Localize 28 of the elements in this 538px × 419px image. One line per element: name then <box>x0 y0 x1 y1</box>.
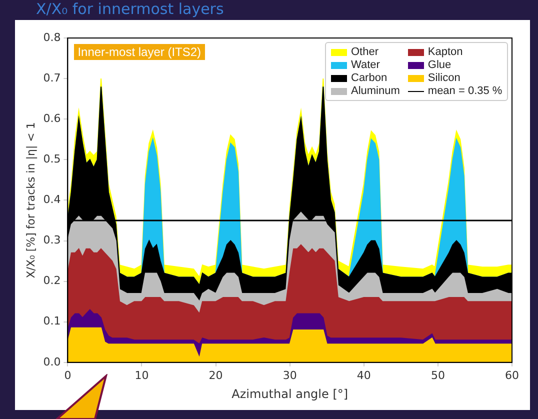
x-tick-label: 40 <box>356 368 371 382</box>
legend-label: Kapton <box>428 46 463 58</box>
y-tick-label: 0.8 <box>43 30 61 44</box>
y-axis-title: X/X₀ [%] for tracks in |η| < 1 <box>24 122 38 278</box>
legend-label: Water <box>351 59 380 71</box>
y-tick-label: 0.3 <box>43 234 61 247</box>
x-tick-label: 60 <box>505 368 519 382</box>
x-tick-label: 0 <box>64 368 72 382</box>
legend-label: Silicon <box>428 72 460 84</box>
legend-label: Aluminum <box>351 85 400 97</box>
x-tick-label: 10 <box>134 368 149 382</box>
legend-label: Other <box>351 46 379 58</box>
y-tick-label: 0.5 <box>43 152 61 166</box>
chart-title: X/X₀ for innermost layers <box>36 0 224 18</box>
x-tick-label: 50 <box>430 368 445 382</box>
x-tick-label: 30 <box>282 368 297 382</box>
y-tick-label: 0.6 <box>43 112 61 125</box>
legend-label: Glue <box>428 59 452 71</box>
y-tick-label: 0.1 <box>43 314 61 328</box>
legend-label: Carbon <box>351 72 388 84</box>
x-axis-title: Azimuthal angle [°] <box>232 386 348 401</box>
y-tick-label: 0.4 <box>43 193 61 206</box>
x-tick-label: 20 <box>208 368 223 382</box>
y-tick-label: 0.7 <box>43 71 61 84</box>
annotation: Inner-most layer (ITS2) <box>74 44 206 60</box>
y-tick-label: 0.2 <box>43 274 61 288</box>
y-tick-label: 0.0 <box>43 355 61 368</box>
legend-label: mean = 0.35 % <box>428 85 502 97</box>
